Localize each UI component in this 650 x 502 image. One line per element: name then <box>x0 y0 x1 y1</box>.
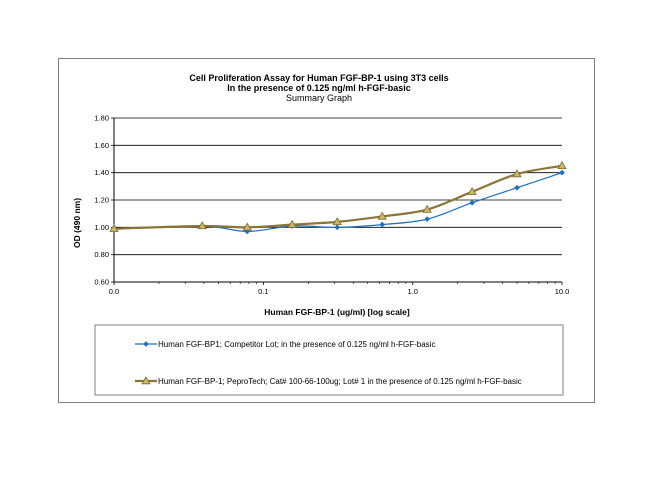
legend-label: Human FGF-BP-1; PeproTech; Cat# 100-66-1… <box>158 377 522 386</box>
chart-title: Cell Proliferation Assay for Human FGF-B… <box>189 73 448 83</box>
y-tick-labels: 0.60 0.80 1.00 1.20 1.40 1.60 1.80 <box>94 114 109 287</box>
y-tick-label: 1.00 <box>94 223 109 232</box>
chart-title-line2: In the presence of 0.125 ng/ml h-FGF-bas… <box>227 83 411 93</box>
legend-swatch-marker <box>143 341 149 347</box>
chart-subtitle: Summary Graph <box>286 93 352 103</box>
legend-swatch-marker <box>141 376 151 385</box>
legend-item: Human FGF-BP-1; PeproTech; Cat# 100-66-1… <box>135 376 522 386</box>
legend-box <box>94 324 564 396</box>
y-tick-label: 1.40 <box>94 168 109 177</box>
axes <box>113 118 563 285</box>
data-point <box>332 217 342 226</box>
series-2 <box>109 161 567 232</box>
x-tick-label: 0.1 <box>258 287 268 296</box>
y-tick-label: 1.80 <box>94 114 109 123</box>
data-point <box>467 187 477 196</box>
data-point <box>377 211 387 220</box>
data-point <box>559 169 565 176</box>
legend-label: Human FGF-BP1; Competitor Lot; in the pr… <box>158 340 435 349</box>
data-series <box>109 161 567 235</box>
x-tick-label: 1.0 <box>407 287 417 296</box>
series-line <box>113 164 563 230</box>
data-point <box>514 184 520 191</box>
y-tick-label: 0.80 <box>94 250 109 259</box>
x-axis-label: Human FGF-BP-1 (ug/ml) [log scale] <box>264 307 410 317</box>
legend: Human FGF-BP1; Competitor Lot; in the pr… <box>94 324 564 396</box>
data-point <box>334 224 341 231</box>
chart: Cell Proliferation Assay for Human FGF-B… <box>72 73 570 396</box>
x-tick-labels: 0.0 0.1 1.0 10.0 <box>109 287 570 296</box>
x-tick-label: 10.0 <box>555 287 570 296</box>
gridlines <box>111 117 562 283</box>
x-tick-label: 0.0 <box>109 287 119 296</box>
data-point <box>197 221 207 230</box>
data-point <box>469 199 476 206</box>
data-point <box>109 223 119 232</box>
data-point <box>242 222 252 231</box>
data-point <box>512 169 522 178</box>
data-point <box>287 219 297 228</box>
y-axis-label: OD (490 nm) <box>72 198 82 248</box>
y-tick-label: 1.60 <box>94 141 109 150</box>
legend-item: Human FGF-BP1; Competitor Lot; in the pr… <box>135 340 435 349</box>
data-point <box>424 216 431 223</box>
data-point <box>422 204 432 213</box>
y-tick-label: 1.20 <box>94 196 109 205</box>
data-point <box>379 221 386 228</box>
chart-frame: Cell Proliferation Assay for Human FGF-B… <box>58 58 595 403</box>
y-tick-label: 0.60 <box>94 278 109 287</box>
data-point <box>557 161 567 170</box>
